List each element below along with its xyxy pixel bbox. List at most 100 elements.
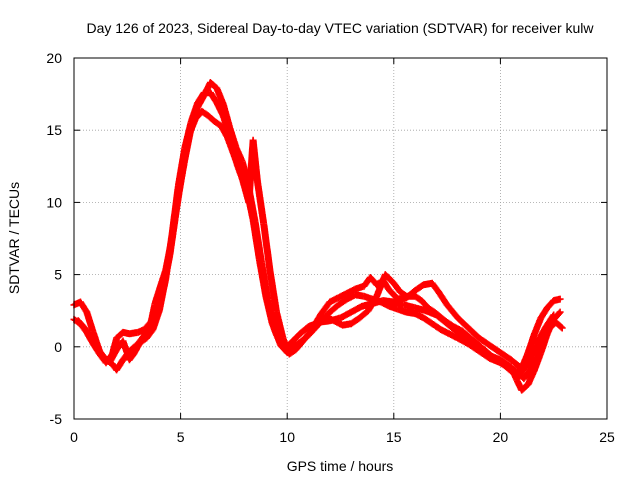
data-point (155, 276, 169, 315)
data-point (424, 304, 439, 317)
data-point (198, 107, 211, 119)
chart-title: Day 126 of 2023, Sidereal Day-to-day VTE… (86, 20, 594, 36)
data-point (556, 295, 564, 303)
data-point (533, 325, 548, 348)
axis-ticks: 0 5 10 15 20 25 -5 0 5 10 15 20 (46, 50, 615, 445)
data-point (279, 334, 293, 357)
data-point (74, 317, 88, 331)
data-point (206, 79, 220, 91)
data-point (556, 308, 564, 316)
data-point (317, 299, 333, 318)
y-tick-label: 10 (46, 194, 62, 210)
data-point (253, 177, 267, 226)
x-tick-label: 5 (177, 429, 185, 445)
data-point (435, 288, 450, 308)
y-tick-label: 20 (46, 50, 62, 66)
data-point (140, 319, 154, 333)
data-point (309, 311, 324, 332)
data-point (334, 296, 350, 309)
data-point (211, 118, 224, 129)
data-point (268, 320, 282, 342)
data-point (524, 341, 540, 367)
data-point (292, 337, 307, 354)
data-point (550, 311, 558, 319)
data-point (204, 112, 218, 125)
data-point (175, 145, 189, 189)
y-axis-label: SDTVAR / TECUs (6, 182, 22, 294)
data-point (136, 335, 149, 346)
data-point (531, 315, 544, 338)
data-point (326, 302, 341, 316)
data-point (537, 331, 551, 357)
data-point (484, 349, 499, 363)
data-point (420, 314, 435, 327)
data-point (219, 112, 233, 138)
x-tick-label: 10 (279, 429, 295, 445)
data-point (83, 308, 97, 335)
grid (74, 58, 607, 419)
y-tick-label: 15 (46, 122, 62, 138)
data-point (432, 310, 448, 324)
data-point (162, 232, 176, 283)
data-point (464, 339, 482, 353)
x-tick-label: 20 (493, 429, 509, 445)
data-point (441, 317, 456, 330)
data-point (443, 301, 461, 321)
data-point (531, 350, 544, 374)
data-point (288, 331, 303, 346)
data-point (296, 324, 311, 338)
data-point (458, 327, 473, 341)
data-point (213, 84, 227, 107)
data-point (464, 324, 482, 341)
data-point (149, 308, 163, 333)
data-points (70, 79, 566, 394)
data-point (541, 312, 557, 332)
x-axis-label: GPS time / hours (287, 458, 394, 474)
y-tick-label: -5 (50, 411, 63, 427)
data-point (256, 256, 270, 299)
data-point (125, 351, 137, 364)
series-track-D (322, 271, 558, 380)
data-point (501, 362, 516, 376)
data-point (524, 331, 538, 357)
data-point (543, 298, 557, 312)
data-point (492, 356, 507, 369)
data-point (454, 314, 471, 331)
y-tick-label: 0 (54, 339, 62, 355)
x-tick-label: 25 (599, 429, 615, 445)
data-point (347, 315, 362, 328)
data-point (285, 347, 298, 358)
data-point (524, 367, 538, 388)
y-tick-label: 5 (54, 267, 62, 283)
data-point (213, 99, 227, 118)
data-point (390, 279, 403, 295)
plot-frame (73, 57, 608, 420)
data-point (558, 324, 566, 332)
data-point (249, 216, 263, 263)
data-point (475, 341, 490, 355)
data-point (168, 183, 182, 238)
x-tick-label: 0 (70, 429, 78, 445)
data-point (300, 325, 316, 344)
data-point (381, 271, 397, 286)
data-point (94, 346, 107, 361)
data-point (418, 297, 431, 311)
data-point (518, 381, 531, 394)
data-point (520, 367, 533, 383)
data-point (486, 341, 503, 356)
data-point (428, 320, 443, 333)
data-point (187, 100, 201, 125)
data-point (266, 268, 280, 315)
data-point (260, 220, 274, 274)
data-point (467, 334, 482, 348)
data-point (249, 136, 261, 183)
data-point (428, 279, 442, 295)
data-point (143, 327, 156, 342)
data-point (396, 288, 409, 299)
data-point (356, 308, 371, 322)
x-tick-label: 15 (386, 429, 402, 445)
data-point (411, 292, 424, 304)
data-point (454, 328, 471, 345)
data-point (516, 360, 531, 380)
